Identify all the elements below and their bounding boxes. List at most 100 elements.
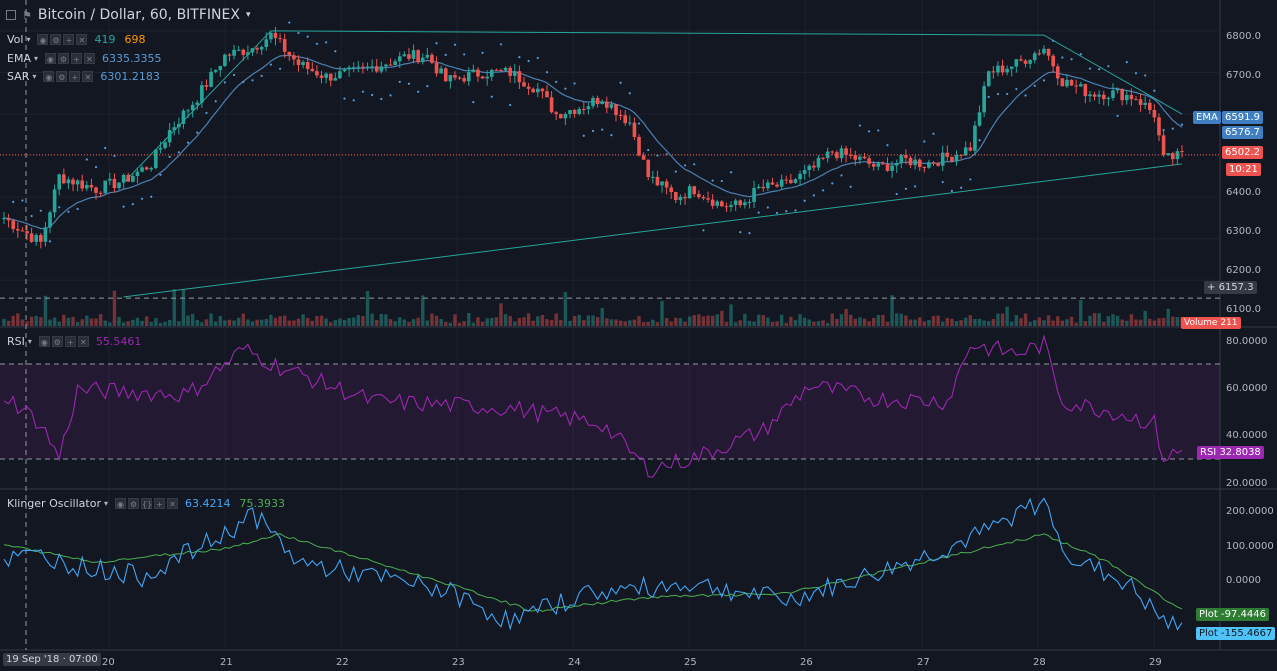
volume-bar <box>39 317 43 326</box>
legend-ema[interactable]: EMA ▾ ◉ ⚙ + ✕ 6335.3355 <box>7 52 161 65</box>
eye-icon[interactable]: ◉ <box>44 53 56 64</box>
volume-bar <box>770 322 775 326</box>
price-tick: 6100.0 <box>1226 304 1261 315</box>
eye-icon[interactable]: ◉ <box>38 336 50 347</box>
volume-bar <box>913 319 917 326</box>
volume-bar <box>370 313 374 326</box>
sar-dot <box>794 209 797 212</box>
candle-body <box>140 167 144 172</box>
sar-dot <box>978 139 981 142</box>
plus-icon[interactable]: + <box>64 336 76 347</box>
volume-bar <box>545 319 549 326</box>
close-icon[interactable]: ✕ <box>167 498 178 509</box>
volume-bar <box>729 304 733 326</box>
candle-body <box>1161 135 1166 155</box>
symbol-title[interactable]: ⚑ Bitcoin / Dollar, 60, BITFINEX ▾ <box>6 7 250 23</box>
gear-icon[interactable]: ⚙ <box>51 336 63 347</box>
plus-icon[interactable]: + <box>63 34 75 45</box>
sar-dot <box>950 189 954 192</box>
volume-bar <box>526 313 531 326</box>
volume-bar <box>964 317 968 326</box>
chevron-down-icon[interactable]: ▾ <box>32 72 37 81</box>
gear-icon[interactable]: ⚙ <box>128 498 139 509</box>
volume-bar <box>812 321 816 326</box>
sar-dot <box>251 79 254 82</box>
candle-body <box>779 179 784 187</box>
time-tick: 24 <box>568 657 581 668</box>
eye-icon[interactable]: ◉ <box>37 34 49 45</box>
sar-dot <box>242 80 245 84</box>
plus-icon[interactable]: + <box>70 53 82 64</box>
candle-body <box>835 152 839 159</box>
candle-body <box>89 184 94 188</box>
volume-bar <box>968 315 973 326</box>
chevron-down-icon[interactable]: ▾ <box>26 35 31 44</box>
candle-body <box>388 64 393 66</box>
eye-icon[interactable]: ◉ <box>43 71 55 82</box>
volume-bar <box>1111 314 1115 326</box>
rsi-band-fill <box>0 364 1220 459</box>
gear-icon[interactable]: ⚙ <box>56 71 68 82</box>
candle-body <box>246 52 250 55</box>
chevron-down-icon[interactable]: ▾ <box>33 54 38 63</box>
candle-body <box>986 71 991 87</box>
volume-bar <box>416 317 420 326</box>
volume-bar <box>421 295 425 326</box>
legend-klinger[interactable]: Klinger Oscillator ▾ ◉ ⚙{} + ✕ 63.4214 75.39… <box>7 497 285 510</box>
volume-bar <box>618 320 623 326</box>
plus-icon[interactable]: + <box>154 498 165 509</box>
volume-bar <box>57 321 61 326</box>
candle-body <box>526 86 531 89</box>
volume-bar <box>158 322 163 326</box>
plus-icon[interactable]: + <box>69 71 81 82</box>
volume-bar <box>16 313 20 326</box>
candle-body <box>816 157 821 168</box>
close-icon[interactable]: ✕ <box>82 71 94 82</box>
candle-body <box>830 151 835 153</box>
volume-bar <box>871 317 876 326</box>
volume-bar <box>816 321 821 326</box>
candle-body <box>664 181 669 188</box>
volume-bar <box>637 316 641 326</box>
legend-rsi[interactable]: RSI ▾ ◉ ⚙ + ✕ 55.5461 <box>7 335 141 348</box>
price-tick: 6700.0 <box>1226 70 1261 81</box>
candle-body <box>1078 84 1083 87</box>
candle-body <box>494 69 499 71</box>
volume-bar <box>591 315 595 326</box>
brackets-icon[interactable]: {} <box>141 498 153 509</box>
candle-body <box>489 69 494 77</box>
candle-body <box>706 198 710 200</box>
volume-bar <box>927 320 931 326</box>
volume-bar <box>904 315 908 326</box>
sar-dot <box>601 128 604 131</box>
volume-bar <box>195 319 199 326</box>
volume-bar <box>655 322 660 326</box>
candle-body <box>466 71 471 82</box>
close-icon[interactable]: ✕ <box>83 53 95 64</box>
volume-bar <box>407 322 411 326</box>
chevron-down-icon[interactable]: ▾ <box>245 10 251 20</box>
legend-sar[interactable]: SAR ▾ ◉ ⚙ + ✕ 6301.2183 <box>7 70 160 83</box>
candle-body <box>669 187 674 192</box>
volume-bar <box>1010 321 1014 326</box>
time-tick: 27 <box>917 657 930 668</box>
close-icon[interactable]: ✕ <box>77 336 89 347</box>
gear-icon[interactable]: ⚙ <box>57 53 69 64</box>
sar-dot <box>564 87 567 90</box>
candle-body <box>558 114 563 119</box>
gear-icon[interactable]: ⚙ <box>50 34 62 45</box>
close-icon[interactable]: ✕ <box>76 34 88 45</box>
legend-vol[interactable]: Vol ▾ ◉ ⚙ + ✕ 419 698 <box>7 33 145 46</box>
chevron-down-icon[interactable]: ▾ <box>103 499 108 508</box>
chevron-down-icon[interactable]: ▾ <box>27 337 32 346</box>
sar-dot <box>58 206 61 209</box>
eye-icon[interactable]: ◉ <box>115 498 126 509</box>
collapse-square-icon[interactable] <box>6 10 16 20</box>
candle-body <box>756 186 761 189</box>
candle-body <box>1037 53 1042 55</box>
sar-dot <box>960 186 963 189</box>
plus-icon[interactable]: + <box>1207 282 1216 293</box>
candle-body <box>586 106 591 110</box>
volume-bar <box>941 321 945 326</box>
